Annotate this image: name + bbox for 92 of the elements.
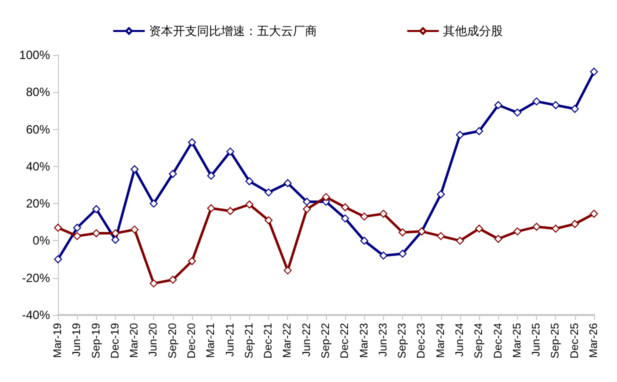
- y-tick-label: 80%: [26, 85, 50, 100]
- point: [302, 205, 311, 214]
- x-tick-label: Mar-23: [358, 323, 370, 358]
- point: [570, 220, 579, 228]
- point: [264, 188, 273, 196]
- y-tick-label: 20%: [26, 196, 50, 211]
- x-tick-label: Sep-20: [166, 323, 179, 358]
- point: [341, 203, 350, 212]
- x-tick-label: Dec-21: [262, 323, 275, 358]
- point: [513, 227, 522, 236]
- point: [245, 200, 254, 208]
- point: [168, 276, 177, 284]
- x-tick-label: Jun-23: [377, 323, 390, 357]
- x-tick-label: Sep-23: [396, 323, 409, 358]
- x-tick-label: Dec-19: [109, 323, 122, 358]
- x-tick-label: Jun-24: [454, 323, 466, 357]
- point: [130, 165, 139, 174]
- point: [398, 228, 407, 236]
- x-tick-label: Mar-25: [511, 323, 524, 358]
- point: [168, 170, 177, 178]
- x-tick-label: Mar-26: [588, 323, 600, 358]
- x-tick-label: Mar-20: [128, 323, 141, 358]
- point: [513, 108, 522, 117]
- x-tick-label: Jun-19: [71, 323, 84, 357]
- y-tick-label: -20%: [22, 270, 50, 285]
- point: [475, 224, 484, 233]
- y-tick-label: 40%: [26, 159, 50, 174]
- point: [590, 210, 598, 218]
- y-tick-label: 0%: [32, 234, 50, 248]
- point: [456, 130, 464, 139]
- x-tick-label: Sep-21: [243, 323, 256, 358]
- point: [552, 224, 560, 233]
- point: [475, 127, 484, 136]
- point: [150, 200, 158, 208]
- legend-label: 资本开支同比增速：五大云厂商: [149, 24, 317, 38]
- point: [73, 232, 82, 240]
- x-tick-label: Jun-22: [300, 323, 313, 357]
- point: [188, 257, 196, 266]
- point: [302, 198, 311, 206]
- x-tick-label: Jun-25: [530, 323, 543, 357]
- point: [360, 236, 368, 245]
- point: [570, 104, 579, 113]
- point: [245, 177, 254, 186]
- point: [188, 138, 196, 146]
- point: [207, 204, 216, 212]
- point: [226, 207, 234, 215]
- x-tick-label: Sep-24: [473, 323, 486, 358]
- y-tick-label: -40%: [22, 308, 50, 322]
- x-tick-label: Dec-23: [416, 323, 428, 358]
- x-tick-label: Dec-25: [568, 323, 581, 358]
- legend-label: 其他成分股: [443, 24, 503, 38]
- y-tick-label: 60%: [26, 122, 50, 136]
- point: [532, 97, 541, 106]
- point: [226, 148, 234, 156]
- point: [436, 190, 445, 198]
- x-tick-label: Sep-22: [320, 323, 332, 358]
- x-tick-label: Mar-19: [52, 323, 64, 358]
- point: [284, 266, 292, 274]
- point: [494, 234, 502, 243]
- point: [264, 216, 273, 224]
- point: [54, 255, 62, 264]
- point: [92, 229, 100, 238]
- x-tick-label: Jun-20: [148, 323, 160, 357]
- x-tick-label: Sep-25: [550, 323, 562, 358]
- point: [436, 232, 445, 240]
- y-tick-label: 100%: [19, 48, 50, 62]
- point: [54, 224, 62, 232]
- x-tick-label: Dec-22: [339, 323, 352, 358]
- point: [456, 236, 464, 245]
- point: [552, 101, 560, 110]
- point: [532, 222, 541, 231]
- x-tick-label: Mar-21: [205, 323, 218, 358]
- point: [322, 193, 330, 202]
- point: [494, 101, 502, 110]
- point: [92, 205, 100, 214]
- point: [284, 179, 292, 188]
- point: [590, 68, 598, 76]
- x-tick-label: Mar-22: [282, 323, 294, 358]
- x-tick-label: Sep-19: [90, 323, 102, 358]
- x-tick-label: Jun-21: [224, 323, 236, 357]
- point: [398, 250, 407, 258]
- point: [207, 172, 216, 180]
- point: [379, 210, 388, 218]
- x-tick-label: Dec-20: [186, 323, 198, 358]
- point: [360, 212, 368, 221]
- point: [73, 224, 82, 232]
- x-tick-label: Mar-24: [434, 323, 447, 358]
- point: [150, 279, 158, 288]
- x-tick-label: Dec-24: [492, 323, 504, 358]
- point: [341, 214, 350, 222]
- point: [379, 252, 388, 260]
- point: [130, 226, 139, 234]
